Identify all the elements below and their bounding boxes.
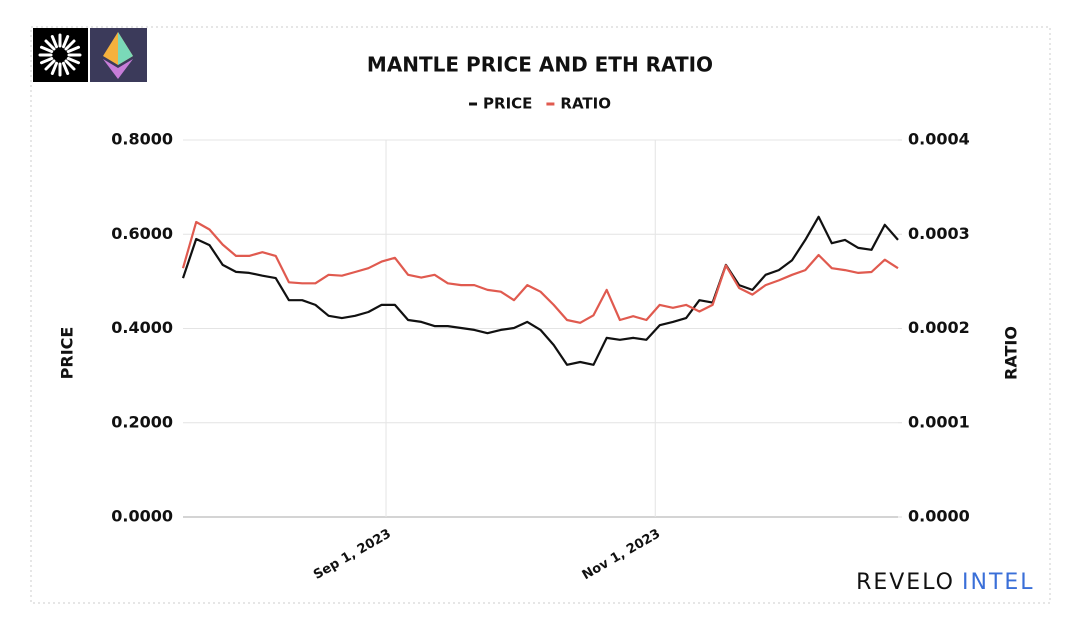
legend: PRICE RATIO: [469, 95, 611, 113]
brand: REVELO: [856, 570, 955, 595]
y2-tick-label: 0.0003: [908, 224, 970, 243]
brand: INTEL: [962, 570, 1035, 595]
y-tick-label: 0.8000: [111, 130, 173, 149]
line: [181, 220, 899, 324]
x-tick-label: Sep 1, 2023: [311, 527, 394, 583]
eth-icon: [90, 28, 147, 82]
legend-label: RATIO: [560, 95, 611, 113]
y-tick-label: 0.0000: [111, 507, 173, 526]
y2-tick-label: 0.0004: [908, 130, 970, 149]
y-axis-label: PRICE: [58, 327, 77, 380]
legend-label: PRICE: [483, 95, 532, 113]
logo-icon: [33, 28, 88, 82]
chart-title: MANTLE PRICE AND ETH RATIO: [367, 53, 713, 77]
x-tick-label: Nov 1, 2023: [580, 527, 663, 584]
y2-axis-label: RATIO: [1002, 326, 1021, 380]
y2-tick-label: 0.0000: [908, 507, 970, 526]
line: [181, 215, 899, 366]
y-tick-label: 0.2000: [111, 412, 173, 431]
y-tick-label: 0.6000: [111, 224, 173, 243]
y2-tick-label: 0.0001: [908, 412, 970, 431]
frame: [30, 26, 1051, 604]
y-tick-label: 0.4000: [111, 318, 173, 337]
y2-tick-label: 0.0002: [908, 318, 970, 337]
